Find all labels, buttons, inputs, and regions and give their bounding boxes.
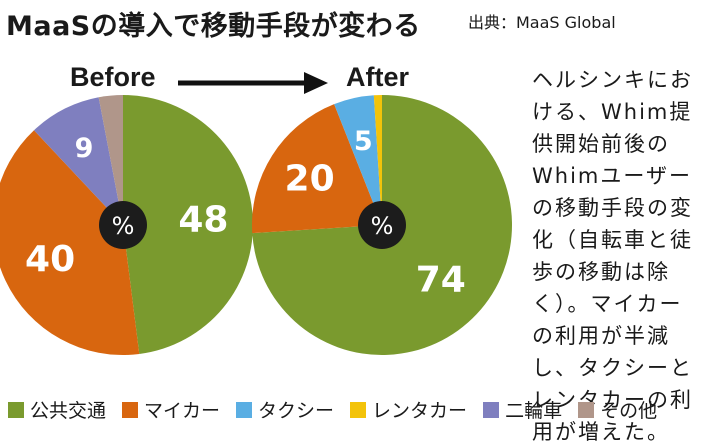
legend: 公共交通 マイカー タクシー レンタカー 二輪車 その他 (8, 396, 657, 423)
legend-label: レンタカー (372, 396, 467, 423)
pie-label-before-public-transit: 48 (178, 199, 228, 240)
pie-label-before-car: 40 (25, 239, 75, 280)
before-label: Before (70, 62, 156, 93)
pie-unit-before: % (112, 212, 135, 240)
legend-label: その他 (600, 396, 657, 423)
legend-swatch (578, 402, 594, 418)
legend-item-public-transit: 公共交通 (8, 396, 106, 423)
legend-item-other: その他 (578, 396, 657, 423)
pie-label-after-public-transit: 74 (416, 260, 466, 301)
legend-swatch (483, 402, 499, 418)
legend-label: マイカー (144, 396, 220, 423)
legend-swatch (236, 402, 252, 418)
source-credit: 出典：MaaS Global (468, 9, 616, 33)
legend-swatch (8, 402, 24, 418)
chart-title: MaaSの導入で移動手段が変わる (6, 4, 421, 43)
legend-swatch (122, 402, 138, 418)
legend-item-taxi: タクシー (236, 396, 334, 423)
pie-charts: 484093%742051% (0, 95, 520, 360)
legend-item-car: マイカー (122, 396, 220, 423)
chart-description: ヘルシンキにおける、Whim提供開始前後のWhimユーザーの移動手段の変化（自転… (532, 64, 704, 448)
after-label: After (346, 62, 409, 93)
pie-unit-after: % (371, 212, 394, 240)
legend-label: タクシー (258, 396, 334, 423)
legend-swatch (350, 402, 366, 418)
legend-item-rental: レンタカー (350, 396, 467, 423)
legend-item-bike: 二輪車 (483, 396, 562, 423)
pie-label-after-car: 20 (285, 159, 335, 200)
legend-label: 二輪車 (505, 396, 562, 423)
pie-label-before-bike: 9 (75, 133, 94, 164)
arrow-right-icon (178, 70, 328, 96)
pie-label-after-taxi: 5 (354, 126, 373, 157)
legend-label: 公共交通 (30, 396, 106, 423)
